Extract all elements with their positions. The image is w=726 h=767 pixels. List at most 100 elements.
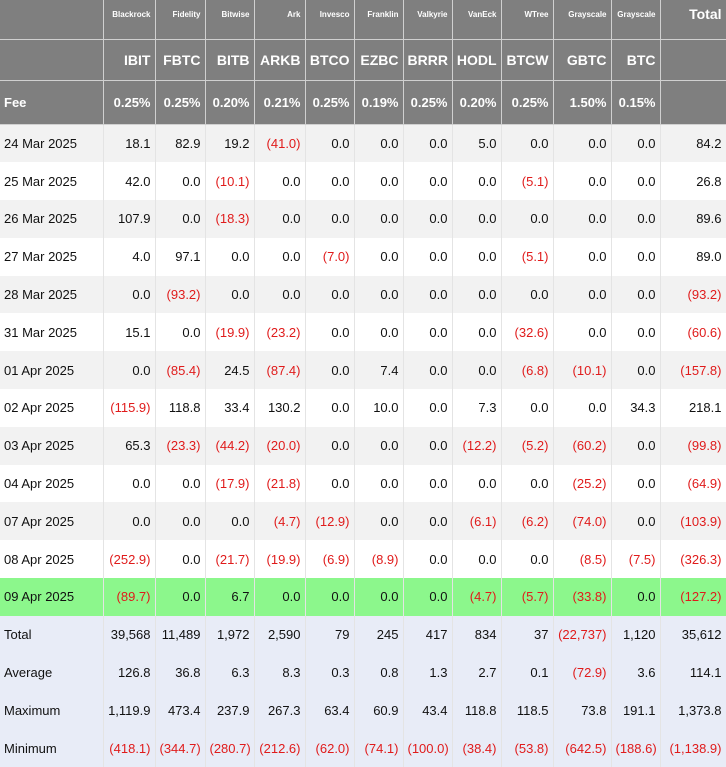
flow-cell: 3.6 <box>611 653 661 692</box>
flow-cell: 245 <box>354 615 404 654</box>
flow-cell: 7.3 <box>452 389 502 427</box>
flow-cell: (6.1) <box>452 502 502 541</box>
date-cell: 28 Mar 2025 <box>0 275 104 314</box>
flow-cell: (7.5) <box>611 540 661 579</box>
flow-cell: (5.7) <box>501 578 554 616</box>
date-cell: 31 Mar 2025 <box>0 313 104 352</box>
flow-cell: 0.0 <box>354 162 404 201</box>
flow-cell: 0.0 <box>452 275 502 314</box>
fee-cell: 0.20% <box>205 80 255 125</box>
flow-cell: 118.8 <box>452 691 502 730</box>
flow-cell: (22,737) <box>553 615 612 654</box>
flow-cell: (17.9) <box>205 464 255 503</box>
flow-cell: (12.9) <box>305 502 355 541</box>
ticker-header: ARKB <box>254 39 306 81</box>
table-row: 09 Apr 2025 (89.7) 0.0 6.7 0.0 0.0 0.0 0.0 (4.7)… <box>0 578 726 616</box>
flow-cell: 24.5 <box>205 351 255 390</box>
stats-row: Minimum (418.1) (344.7) (280.7) (212.6) (62.0… <box>0 729 726 767</box>
fee-row: Fee 0.25% 0.25% 0.20% 0.21% 0.25% 0.19% … <box>0 80 726 125</box>
flow-cell: 0.0 <box>155 540 206 579</box>
flow-cell: 37 <box>501 615 554 654</box>
flow-cell: 0.0 <box>403 464 453 503</box>
flow-cell: 0.0 <box>103 464 156 503</box>
flow-cell: 0.0 <box>305 578 355 616</box>
flow-cell: 82.9 <box>155 124 206 163</box>
fee-cell: 0.19% <box>354 80 404 125</box>
stats-row: Maximum 1,119.9 473.4 237.9 267.3 63.4 60.9 43.… <box>0 691 726 730</box>
table-row: 08 Apr 2025 (252.9) 0.0 (21.7) (19.9) (6.9) (8… <box>0 540 726 579</box>
flow-cell: 0.0 <box>452 237 502 276</box>
flow-cell: 0.0 <box>403 162 453 201</box>
flow-cell: 0.0 <box>553 275 612 314</box>
flow-cell: 0.0 <box>305 162 355 201</box>
fee-total-cell <box>660 80 726 125</box>
flow-cell: (19.9) <box>205 313 255 352</box>
flow-cell: 0.0 <box>553 237 612 276</box>
table-row: 03 Apr 2025 65.3 (23.3) (44.2) (20.0) 0.0 0.0 0… <box>0 426 726 465</box>
date-cell: 25 Mar 2025 <box>0 162 104 201</box>
flow-cell: 0.0 <box>103 275 156 314</box>
flow-cell: 0.0 <box>254 237 306 276</box>
flow-cell: 0.0 <box>611 237 661 276</box>
flow-cell: 0.0 <box>205 502 255 541</box>
row-total-cell: 89.6 <box>660 200 726 238</box>
flow-cell: 10.0 <box>354 389 404 427</box>
ticker-header: BRRR <box>403 39 453 81</box>
date-cell: 07 Apr 2025 <box>0 502 104 541</box>
flow-cell: 0.0 <box>103 351 156 390</box>
flow-cell: (25.2) <box>553 464 612 503</box>
fee-cell: 0.25% <box>501 80 554 125</box>
flow-cell: 97.1 <box>155 237 206 276</box>
flow-cell: (6.9) <box>305 540 355 579</box>
flow-cell: 0.0 <box>452 313 502 352</box>
flow-cell: 0.0 <box>403 540 453 579</box>
flow-cell: 6.3 <box>205 653 255 692</box>
ticker-header: HODL <box>452 39 502 81</box>
flow-cell: (44.2) <box>205 426 255 465</box>
flow-cell: 0.0 <box>205 275 255 314</box>
flow-cell: (8.9) <box>354 540 404 579</box>
flow-cell: 130.2 <box>254 389 306 427</box>
stat-label: Total <box>0 615 104 654</box>
date-cell: 08 Apr 2025 <box>0 540 104 579</box>
flow-cell: 0.0 <box>155 162 206 201</box>
fee-cell: 0.15% <box>611 80 661 125</box>
fee-cell: 0.25% <box>305 80 355 125</box>
flow-cell: (32.6) <box>501 313 554 352</box>
ticker-header: BTCO <box>305 39 355 81</box>
flow-cell: 0.0 <box>354 426 404 465</box>
flow-cell: 0.0 <box>501 464 554 503</box>
flow-cell: 0.3 <box>305 653 355 692</box>
ticker-total-cell <box>660 39 726 81</box>
flow-cell: 0.0 <box>155 464 206 503</box>
issuer-header: Bitwise <box>205 0 255 40</box>
table-row: 24 Mar 2025 18.1 82.9 19.2 (41.0) 0.0 0.0 0.0 5.… <box>0 124 726 163</box>
flow-cell: 267.3 <box>254 691 306 730</box>
flow-cell: 1,120 <box>611 615 661 654</box>
flow-cell: (4.7) <box>254 502 306 541</box>
ticker-header: BITB <box>205 39 255 81</box>
flow-cell: 1,119.9 <box>103 691 156 730</box>
flow-cell: 118.5 <box>501 691 554 730</box>
flow-cell: 79 <box>305 615 355 654</box>
flow-cell: 42.0 <box>103 162 156 201</box>
flow-cell: 0.0 <box>403 578 453 616</box>
flow-cell: 0.0 <box>305 124 355 163</box>
flow-cell: (53.8) <box>501 729 554 767</box>
flow-cell: 0.0 <box>611 502 661 541</box>
row-total-cell: (127.2) <box>660 578 726 616</box>
flow-cell: 0.0 <box>254 275 306 314</box>
flow-cell: (5.1) <box>501 237 554 276</box>
table-body: 24 Mar 2025 18.1 82.9 19.2 (41.0) 0.0 0.0 0.0 5.… <box>0 124 726 767</box>
flow-cell: 0.0 <box>611 578 661 616</box>
row-total-cell: 218.1 <box>660 389 726 427</box>
row-total-cell: 84.2 <box>660 124 726 163</box>
flow-cell: 2.7 <box>452 653 502 692</box>
row-total-cell: 89.0 <box>660 237 726 276</box>
ticker-header: EZBC <box>354 39 404 81</box>
flow-cell: 0.0 <box>254 200 306 238</box>
issuer-header: Franklin <box>354 0 404 40</box>
flow-cell: 11,489 <box>155 615 206 654</box>
date-cell: 09 Apr 2025 <box>0 578 104 616</box>
flow-cell: (72.9) <box>553 653 612 692</box>
